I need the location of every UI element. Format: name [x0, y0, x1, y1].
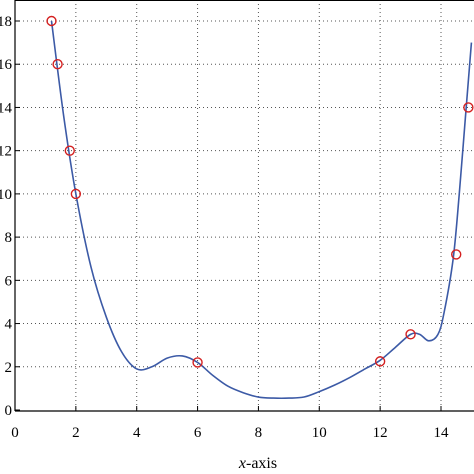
x-tick-label: 12 — [373, 425, 388, 441]
x-tick-label: 4 — [133, 425, 141, 441]
y-tick-label: 18 — [0, 14, 12, 30]
x-tick-label: 10 — [312, 425, 327, 441]
y-axis-ticks: 0 2 4 6 8 10 12 14 16 18 — [0, 14, 20, 419]
y-tick-label: 12 — [0, 144, 12, 160]
x-tick-label: 0 — [11, 425, 19, 441]
grid — [15, 0, 474, 411]
data-point-marker — [64, 145, 75, 156]
series-layer — [50, 20, 473, 400]
x-tick-label: 2 — [72, 425, 80, 441]
x-axis-label: x-axis — [238, 455, 277, 472]
data-point-marker — [46, 15, 57, 27]
data-point-marker — [405, 329, 416, 340]
data-point-marker — [70, 188, 82, 200]
y-tick-label: 6 — [5, 273, 13, 289]
y-tick-label: 2 — [5, 360, 13, 376]
y-tick-label: 16 — [0, 57, 13, 73]
x-tick-label: 6 — [194, 425, 202, 441]
x-tick-label: 8 — [255, 425, 263, 441]
data-point-marker — [52, 59, 63, 70]
marker-layer — [46, 15, 474, 368]
data-point-marker — [192, 357, 203, 368]
plot-frame — [14, 0, 474, 412]
data-point-marker — [463, 102, 474, 113]
x-axis-label-rest: -axis — [246, 455, 277, 472]
y-tick-label: 10 — [0, 187, 12, 203]
series-line — [50, 20, 473, 400]
x-tick-label: 14 — [434, 425, 450, 441]
y-tick-label: 0 — [5, 403, 13, 419]
data-point-marker — [451, 249, 462, 260]
y-tick-label: 14 — [0, 100, 13, 116]
plot-background — [15, 0, 474, 411]
x-axis-ticks: 0 2 4 6 8 10 12 14 — [11, 406, 449, 441]
y-tick-label: 4 — [5, 317, 13, 333]
y-tick-label: 8 — [5, 230, 13, 246]
data-point-marker — [374, 356, 386, 367]
x-axis-label-italic: x — [238, 455, 246, 472]
